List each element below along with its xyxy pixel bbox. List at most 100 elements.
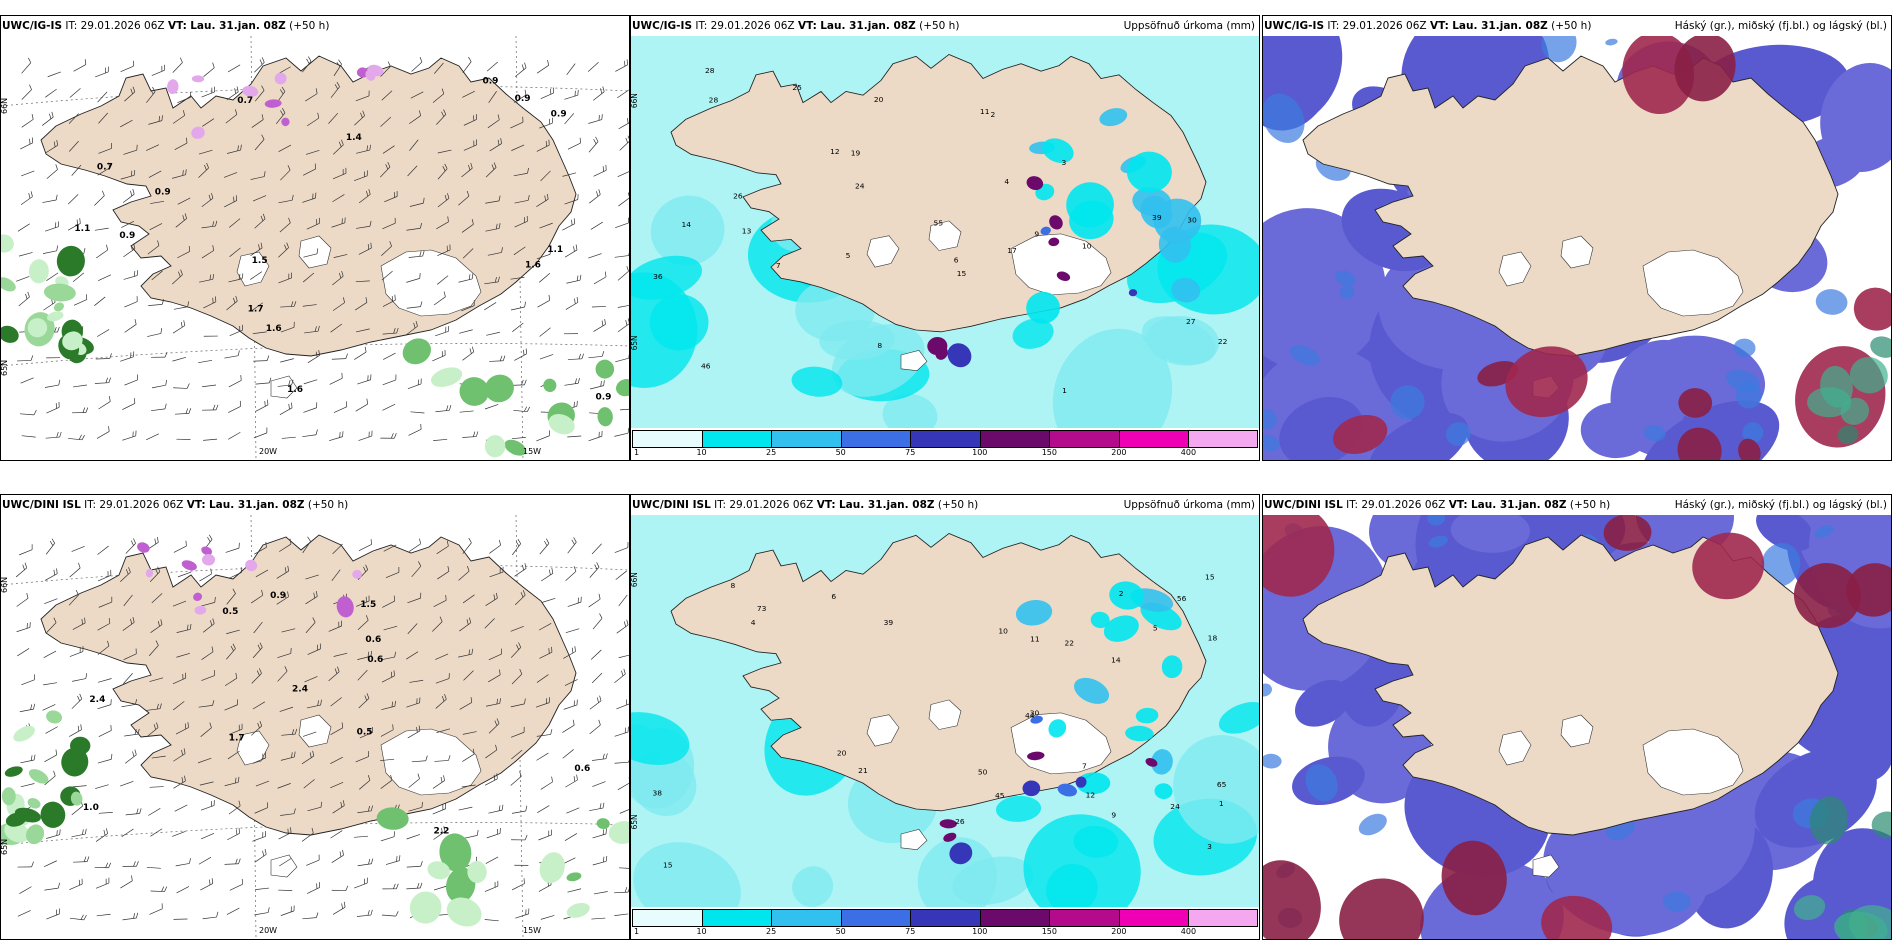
low-cloud-area bbox=[1450, 515, 1531, 553]
wind-barb bbox=[172, 600, 187, 607]
wind-barb bbox=[458, 190, 470, 206]
wind-barb bbox=[45, 88, 57, 98]
issue-time: IT: 29.01.2026 06Z bbox=[714, 499, 814, 511]
axis-label: 20W bbox=[259, 447, 277, 456]
heavy-precip-area bbox=[1026, 176, 1044, 191]
wind-barb bbox=[463, 139, 478, 151]
wind-barb bbox=[536, 674, 549, 683]
wind-barb bbox=[18, 291, 30, 307]
wind-barb bbox=[359, 775, 371, 790]
value-label: 45 bbox=[995, 791, 1005, 800]
wind-barb bbox=[406, 320, 418, 336]
wind-barb bbox=[228, 374, 242, 388]
wind-barb bbox=[539, 327, 551, 337]
wind-barb bbox=[123, 243, 136, 258]
value-label: 15 bbox=[957, 269, 967, 278]
wind-barb bbox=[408, 110, 421, 125]
graupel-area bbox=[539, 852, 565, 884]
wind-barb bbox=[330, 756, 343, 764]
wind-barb bbox=[358, 242, 372, 255]
wind-barb bbox=[304, 325, 320, 334]
wind-barb bbox=[436, 540, 449, 555]
wind-barb bbox=[122, 430, 137, 441]
wind-barb bbox=[149, 223, 163, 231]
wind-barb bbox=[330, 781, 344, 789]
mid-cloud-area bbox=[1662, 891, 1691, 912]
wind-barb bbox=[123, 594, 133, 607]
wind-barb bbox=[510, 642, 522, 658]
wind-barb bbox=[124, 728, 140, 737]
wind-barb bbox=[198, 359, 213, 364]
wind-barb bbox=[72, 384, 87, 388]
wind-barb bbox=[223, 172, 238, 178]
wind-barb bbox=[536, 139, 550, 152]
wind-barb bbox=[384, 190, 398, 203]
valid-time: Lau. 31.jan. 08Z bbox=[1470, 499, 1567, 511]
value-label: 30 bbox=[1030, 709, 1040, 718]
wind-barb bbox=[198, 149, 213, 155]
wind-barb bbox=[536, 248, 551, 260]
wind-barb bbox=[592, 613, 603, 630]
value-label: 1.1 bbox=[547, 245, 563, 255]
graupel-area bbox=[43, 283, 76, 302]
wind-barb bbox=[98, 678, 112, 683]
wind-barb bbox=[95, 877, 110, 889]
colorbar-cell bbox=[1188, 909, 1258, 927]
wind-barb bbox=[462, 748, 475, 762]
wind-barb bbox=[514, 563, 527, 577]
model-name: UWC/DINI ISL bbox=[1264, 499, 1343, 511]
wind-barb bbox=[539, 117, 553, 129]
low-cloud-area bbox=[1642, 335, 1766, 421]
graupel-area bbox=[504, 439, 527, 456]
wind-barb bbox=[437, 163, 448, 180]
wind-barb bbox=[463, 670, 474, 681]
wind-barb bbox=[97, 640, 110, 655]
wind-barb bbox=[359, 726, 374, 739]
wind-barb bbox=[252, 642, 263, 659]
wind-barb bbox=[278, 889, 293, 891]
wind-barb bbox=[228, 273, 244, 283]
precip-area bbox=[1126, 151, 1172, 193]
colorbar-cell bbox=[840, 430, 911, 448]
wind-barb bbox=[354, 170, 368, 182]
wind-barb bbox=[20, 137, 34, 150]
wind-barb bbox=[381, 90, 393, 101]
heavy-precip-area bbox=[1040, 226, 1051, 235]
glacier-patch bbox=[1560, 235, 1594, 269]
wind-barb bbox=[354, 877, 368, 889]
value-label: 30 bbox=[1187, 216, 1197, 225]
wind-barb bbox=[617, 777, 629, 791]
mid-cloud-area bbox=[1263, 434, 1280, 452]
wind-barb bbox=[332, 297, 345, 311]
heavy-precip-area bbox=[949, 842, 973, 865]
wind-barb bbox=[71, 693, 83, 709]
wind-barb bbox=[331, 849, 344, 864]
wind-barb bbox=[356, 144, 371, 154]
heavy-precip-area bbox=[935, 346, 948, 360]
wind-barb bbox=[536, 193, 549, 207]
colorbar-label: 75 bbox=[905, 927, 916, 936]
colorbar-cell bbox=[910, 430, 980, 448]
value-label: 22 bbox=[1218, 337, 1228, 346]
wind-barb bbox=[306, 882, 321, 894]
value-label: 1 bbox=[1219, 799, 1224, 808]
wind-barb bbox=[280, 808, 296, 816]
wind-barb bbox=[254, 849, 267, 863]
glacier-patch bbox=[270, 854, 298, 878]
value-label: 3 bbox=[1207, 842, 1212, 851]
wind-barb bbox=[301, 750, 315, 765]
axis-label: 65N bbox=[1, 839, 9, 855]
value-label: 0.6 bbox=[574, 764, 590, 774]
wind-barb bbox=[175, 858, 191, 867]
wind-barb bbox=[462, 56, 472, 74]
wind-barb bbox=[590, 649, 602, 660]
mid-cloud-area bbox=[1541, 36, 1577, 63]
wind-barb bbox=[96, 329, 110, 337]
mid-cloud-area bbox=[1605, 38, 1618, 46]
value-label: 10 bbox=[1082, 242, 1092, 251]
lead-time: (+50 h) bbox=[1551, 20, 1592, 32]
wind-barb bbox=[330, 323, 343, 333]
wind-barb bbox=[147, 240, 160, 255]
wind-barb bbox=[203, 296, 217, 309]
snow-area bbox=[264, 99, 282, 108]
